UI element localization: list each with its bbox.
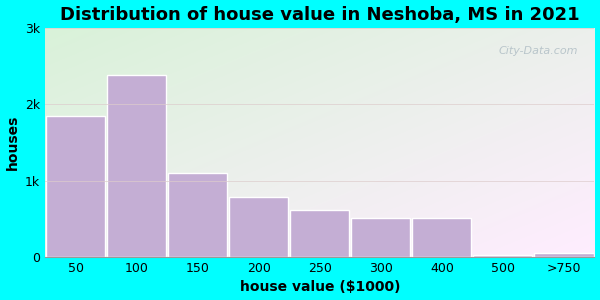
Bar (229, 197, 289, 257)
Bar (168, 173, 227, 257)
Bar (290, 210, 349, 257)
Bar (107, 75, 166, 257)
Y-axis label: houses: houses (5, 115, 20, 170)
Bar (351, 218, 410, 257)
Bar (473, 255, 532, 257)
Title: Distribution of house value in Neshoba, MS in 2021: Distribution of house value in Neshoba, … (60, 6, 580, 24)
Bar (412, 218, 472, 257)
Text: City-Data.com: City-Data.com (499, 46, 578, 56)
Bar (535, 253, 593, 257)
X-axis label: house value ($1000): house value ($1000) (239, 280, 400, 294)
Bar (46, 116, 105, 257)
